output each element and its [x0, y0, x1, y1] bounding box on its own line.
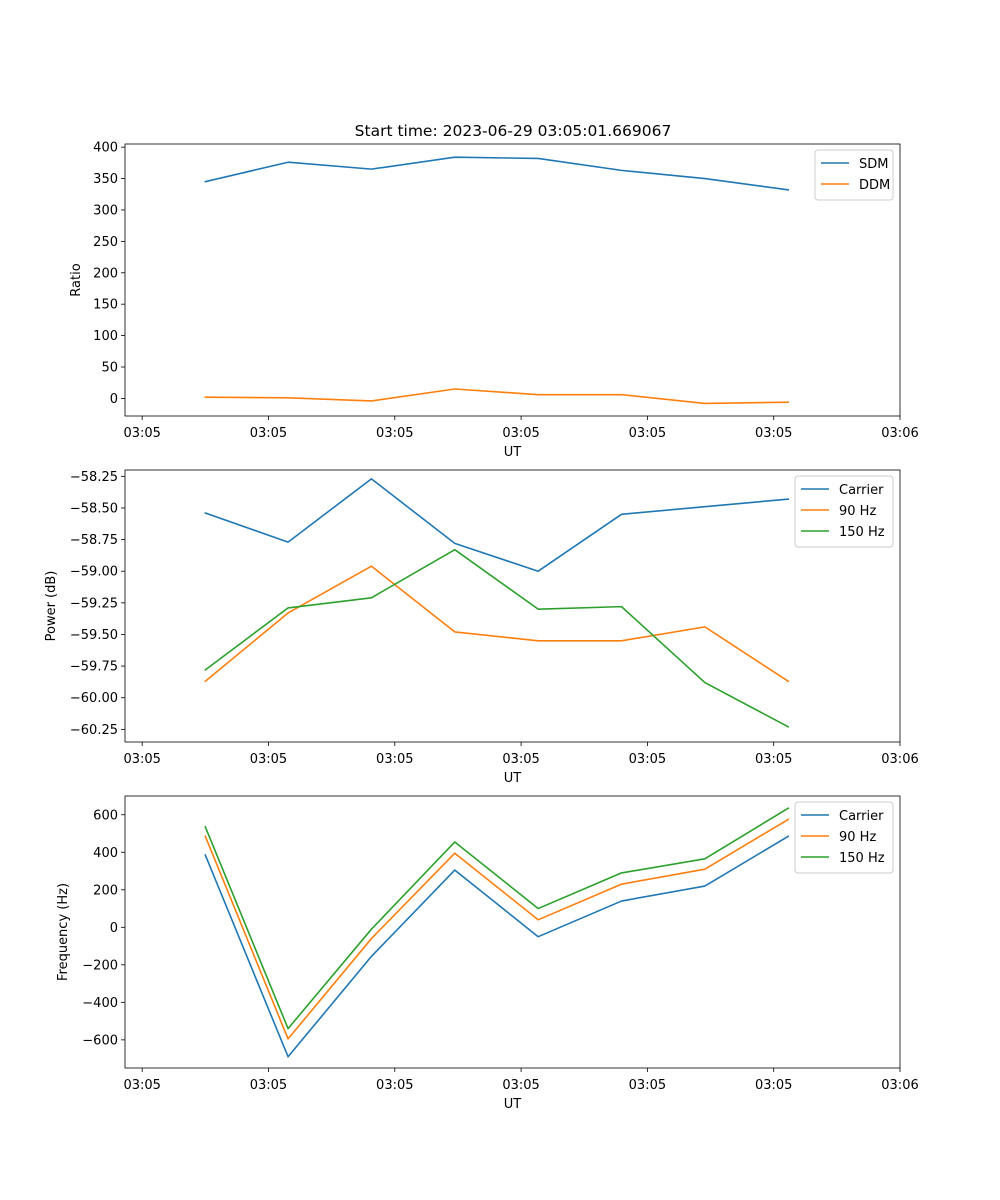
x-tick-label: 03:05	[502, 1078, 539, 1093]
x-axis-label: UT	[504, 771, 522, 786]
y-tick-label: −60.00	[70, 691, 118, 706]
x-axis-label: UT	[504, 1097, 522, 1112]
y-tick-label: −200	[82, 958, 118, 973]
chart-panel-3: −600 −400 −200 0 200 400 600 03:05 03:05 03:05 03:…	[56, 795, 919, 1112]
y-tick-label: 400	[93, 141, 118, 156]
y-axis-label: Frequency (Hz)	[56, 883, 71, 981]
series-line-90-hz	[204, 565, 790, 683]
figure-title: Start time: 2023-06-29 03:05:01.669067	[355, 122, 672, 140]
x-tick-label: 03:05	[629, 752, 666, 767]
axes-frame	[124, 795, 901, 1069]
y-tick-label: −58.25	[70, 470, 118, 485]
y-tick-label: −59.75	[70, 660, 118, 675]
legend: SDM DDM	[814, 149, 894, 201]
series-line-carrier	[204, 478, 790, 573]
y-tick-label: 100	[93, 329, 118, 344]
y-tick-label: 0	[110, 921, 118, 936]
y-axis-label: Ratio	[69, 263, 84, 296]
legend-label: SDM	[859, 157, 888, 172]
legend-label: 150 Hz	[839, 851, 885, 866]
y-tick-label: −59.25	[70, 596, 118, 611]
legend-label: Carrier	[839, 483, 884, 498]
legend-box	[794, 801, 894, 874]
legend-label: 150 Hz	[839, 525, 885, 540]
x-tick-label: 03:05	[376, 426, 413, 441]
x-tick-label: 03:05	[502, 426, 539, 441]
series-line-sdm	[204, 156, 790, 191]
x-tick-label: 03:05	[376, 752, 413, 767]
legend-box	[794, 475, 894, 548]
y-tick-label: 150	[93, 298, 118, 313]
x-tick-label: 03:06	[881, 1078, 918, 1093]
y-axis-label: Power (dB)	[44, 571, 59, 642]
chart-panel-1: 0 50 100 150 200 250 300 350 400 03:05 03:05 03:05 0…	[69, 141, 919, 460]
y-tick-label: −58.75	[70, 533, 118, 548]
legend: Carrier 90 Hz 150 Hz	[794, 801, 894, 874]
y-tick-label: −59.00	[70, 565, 118, 580]
chart-panel-2: −60.25 −60.00 −59.75 −59.50 −59.25 −59.00 −58.…	[44, 469, 919, 786]
x-tick-label: 03:06	[881, 426, 918, 441]
y-tick-label: 300	[93, 203, 118, 218]
x-tick-label: 03:05	[502, 752, 539, 767]
series-line-150-hz	[204, 548, 790, 728]
series-line-carrier	[204, 835, 790, 1058]
y-tick-label: 0	[110, 392, 118, 407]
y-tick-label: 400	[93, 846, 118, 861]
y-tick-label: −58.50	[70, 501, 118, 516]
x-axis-label: UT	[504, 445, 522, 460]
y-tick-label: −59.50	[70, 628, 118, 643]
y-tick-label: 600	[93, 808, 118, 823]
x-tick-label: 03:05	[629, 1078, 666, 1093]
series-line-ddm	[204, 388, 790, 405]
x-tick-label: 03:05	[755, 752, 792, 767]
y-tick-label: 350	[93, 172, 118, 187]
x-tick-label: 03:05	[123, 426, 160, 441]
legend-label: 90 Hz	[839, 504, 876, 519]
y-tick-label: 200	[93, 883, 118, 898]
x-tick-label: 03:05	[123, 1078, 160, 1093]
y-tick-label: −600	[82, 1033, 118, 1048]
x-tick-label: 03:05	[376, 1078, 413, 1093]
y-tick-label: 50	[101, 361, 118, 376]
y-tick-label: −60.25	[70, 723, 118, 738]
x-tick-label: 03:05	[755, 426, 792, 441]
x-tick-label: 03:05	[755, 1078, 792, 1093]
x-tick-label: 03:06	[881, 752, 918, 767]
x-tick-label: 03:05	[250, 1078, 287, 1093]
axes-frame	[124, 469, 901, 743]
y-tick-label: −400	[82, 996, 118, 1011]
series-line-90-hz	[204, 818, 790, 1040]
legend-label: Carrier	[839, 809, 884, 824]
y-tick-label: 250	[93, 235, 118, 250]
x-tick-label: 03:05	[250, 752, 287, 767]
legend-label: DDM	[859, 178, 890, 193]
series-line-150-hz	[204, 807, 790, 1030]
legend: Carrier 90 Hz 150 Hz	[794, 475, 894, 548]
x-tick-label: 03:05	[250, 426, 287, 441]
y-tick-label: 200	[93, 266, 118, 281]
x-tick-label: 03:05	[629, 426, 666, 441]
x-tick-label: 03:05	[123, 752, 160, 767]
axes-frame	[124, 143, 901, 417]
legend-label: 90 Hz	[839, 830, 876, 845]
